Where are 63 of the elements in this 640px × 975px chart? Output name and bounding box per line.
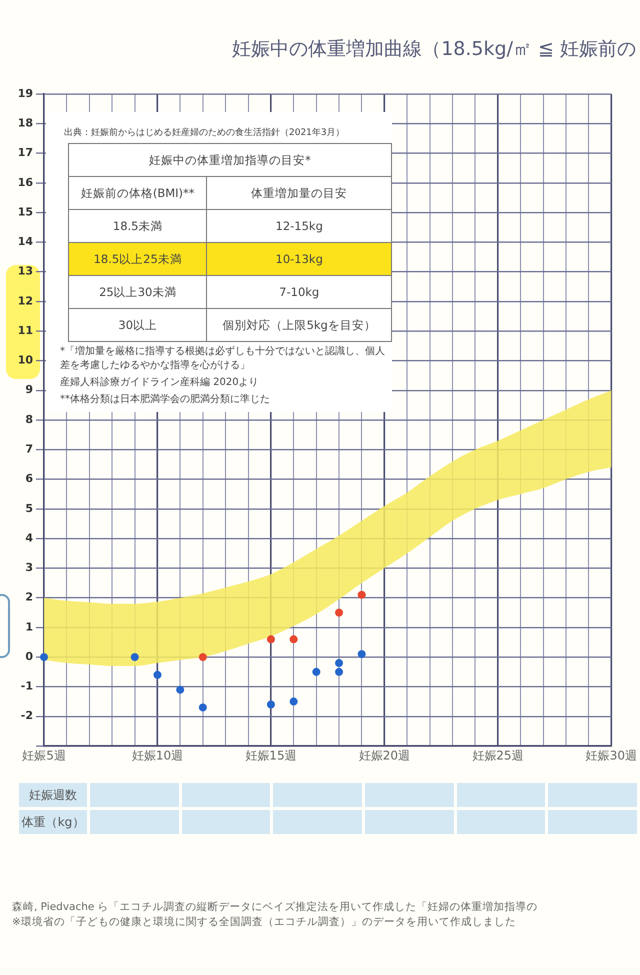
y-tick-label: -2 [20,709,33,722]
x-tick-label: 妊娠5週 [22,748,66,762]
annotation: *「増加量を厳格に指導する根拠は必ずしも十分ではないと認識し、個人差を考慮したゆるやかな指導を心がける」 [60,345,386,373]
y-tick-label: 17 [18,146,33,160]
x-tick-label: 妊娠25週 [472,748,524,762]
x-tick-label: 妊娠20週 [358,748,410,762]
y-tick-label: 10 [18,354,34,367]
y-tick-label: 13 [18,264,33,278]
chart-title: 妊娠中の体重増加曲線（18.5kg/㎡ ≦ 妊娠前の [231,37,637,62]
y-tick-label: 8 [25,412,33,426]
point [312,668,320,676]
y-tick-label: 19 [18,86,33,100]
annotation: 12-15kg [206,210,392,242]
y-tick-label: 6 [25,472,34,486]
point [176,686,184,694]
y-tick-label: 11 [18,324,33,337]
annotation: 7-10kg [206,276,392,308]
y-tick-label: 1 [25,620,33,634]
y-tick-label: 7 [25,442,33,456]
annotation: 18.5未満 [68,210,207,242]
point [290,698,298,706]
x-tick-label: 妊娠15週 [245,748,297,762]
annotation: 妊娠中の体重増加指導の目安* [68,144,392,176]
y-tick-label: 5 [25,502,33,515]
point [198,653,207,662]
point [358,650,366,658]
y-tick-label: 0 [25,650,34,663]
y-tick-label: 3 [25,561,33,574]
point [266,635,275,644]
y-tick-label: 9 [25,383,33,396]
y-tick-label: 15 [18,205,33,218]
point [40,653,48,662]
highlight-cell: 10-13kg [206,242,392,276]
x-tick-label: 妊娠30週 [586,748,638,762]
highlight-cell: 18.5以上25未満 [68,242,207,276]
entry-table: 妊娠週数 体重（kg） [16,780,640,837]
point [335,668,344,676]
point [198,703,207,712]
point [130,653,139,662]
y-tick-label: 16 [18,176,34,189]
y-tick-label: 12 [18,294,33,308]
y-tick-label: 14 [18,235,34,248]
point [335,659,344,668]
point [290,635,298,644]
annotation: 出典：妊娠前からはじめる妊産婦のための食生活指針（2021年3月） [64,126,346,139]
annotation: 体重増加量の目安 [206,176,392,210]
x-tick-label: 妊娠10週 [132,748,184,762]
y-tick-label: 4 [25,531,34,544]
annotation: 25以上30未満 [68,276,207,308]
annotation: **体格分類は日本肥満学会の肥満分類に準じた [60,393,271,407]
y-tick-label: 18 [18,116,33,130]
text: 森崎, Piedvache ら「エコチル調査の縦断データにベイズ推定法を用いて作成した「妊婦の体重増加指導の [12,900,539,915]
annotation: 産婦人科診療ガイドライン産科編 2020より [60,376,260,390]
annotation: 個別対応（上限5kgを目安） [206,308,392,342]
y-tick-label: 2 [25,590,33,604]
annotation: 30以上 [68,308,207,342]
y-tick-label: -1 [20,680,33,693]
point [266,700,275,709]
annotation: 妊娠前の体格(BMI)** [68,176,207,210]
point [153,670,162,679]
point [358,590,366,599]
text: ※環境省の「子どもの健康と環境に関する全国調査（エコチル調査）」のデータを用いて作成しました [12,915,517,930]
point [335,608,344,617]
